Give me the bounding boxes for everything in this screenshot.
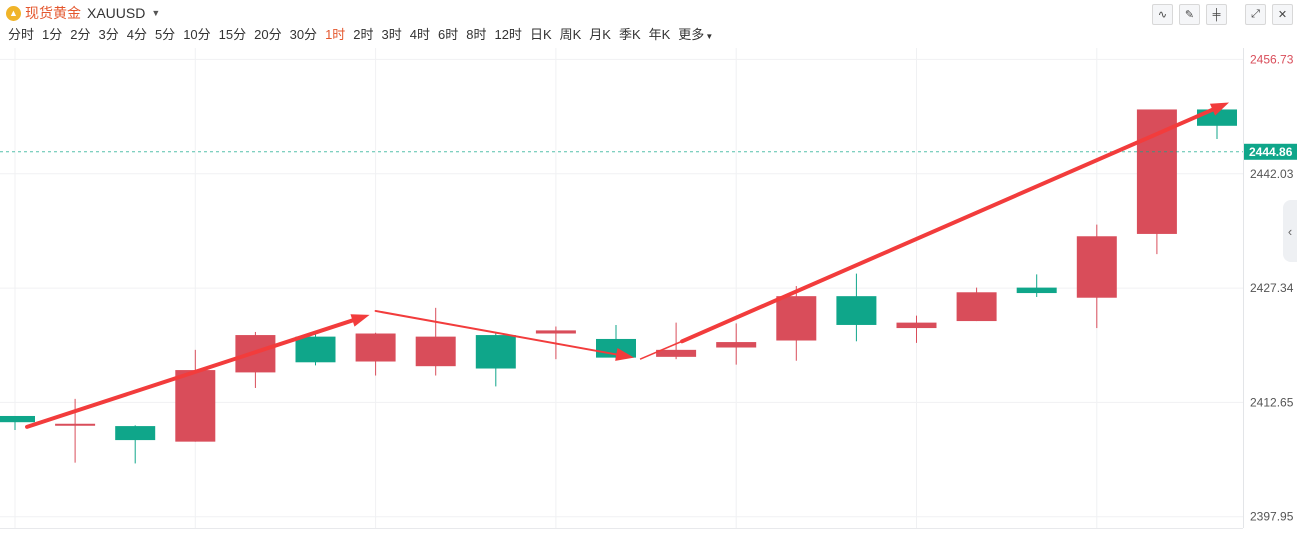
- period-tab[interactable]: 1时: [325, 27, 346, 42]
- candle-body[interactable]: [656, 349, 697, 357]
- candle-body[interactable]: [1076, 236, 1117, 298]
- candle-body[interactable]: [535, 330, 576, 334]
- trend-arrow-line[interactable]: [680, 107, 1215, 344]
- candle-body[interactable]: [55, 423, 96, 426]
- period-tab[interactable]: 3时: [381, 27, 402, 42]
- close-icon: ✕: [1277, 9, 1288, 21]
- candle-body[interactable]: [956, 292, 997, 322]
- candle-body[interactable]: [175, 370, 216, 442]
- y-tick-label: 2456.73: [1250, 52, 1294, 66]
- draw-tool-button[interactable]: ✎: [1179, 4, 1200, 25]
- period-tab[interactable]: 4时: [409, 27, 430, 42]
- candle-body[interactable]: [115, 426, 156, 441]
- y-tick-label: 2442.03: [1250, 167, 1294, 181]
- period-tab[interactable]: 季K: [618, 27, 641, 42]
- period-tab[interactable]: 1分: [42, 27, 63, 42]
- indicator-tool-button[interactable]: ∿: [1152, 4, 1173, 25]
- candle-body[interactable]: [0, 415, 35, 423]
- period-tab[interactable]: 15分: [218, 27, 247, 42]
- period-tab[interactable]: 2分: [70, 27, 91, 42]
- candle-body[interactable]: [836, 296, 877, 325]
- toolbar: ∿ ✎ ╪ ⤢ ✕: [1152, 4, 1293, 25]
- symbol-selector[interactable]: ▲ 现货黄金 XAUUSD ▼: [6, 3, 160, 23]
- candle-style-tool-button[interactable]: ╪: [1206, 4, 1227, 25]
- arrow-head: [615, 348, 635, 361]
- chevron-left-icon: ‹: [1287, 223, 1293, 239]
- period-tab[interactable]: 周K: [559, 27, 582, 42]
- period-tabs: 分时 1分 2分 3分 4分 5分 10分 15分 20分 30分 1时 2时 3时 4时 6时 8时 12时日…: [4, 26, 717, 46]
- y-tick-label: 2397.95: [1250, 510, 1294, 524]
- draw-icon: ✎: [1184, 9, 1195, 21]
- chevron-down-icon: ▼: [705, 32, 714, 41]
- gold-coin-icon: ▲: [6, 5, 21, 21]
- period-tab[interactable]: 8时: [466, 27, 487, 42]
- period-tab[interactable]: 4分: [126, 27, 147, 42]
- chart-header: ▲ 现货黄金 XAUUSD ▼ ∿ ✎ ╪ ⤢ ✕: [0, 0, 1297, 25]
- arrow-head: [1209, 102, 1230, 116]
- y-tick-label: 2427.34: [1250, 281, 1294, 295]
- indicator-icon: ∿: [1157, 9, 1168, 21]
- candle-body[interactable]: [1016, 287, 1057, 294]
- period-tab[interactable]: 年K: [648, 27, 671, 42]
- period-tab[interactable]: 30分: [289, 27, 318, 42]
- trend-line[interactable]: [639, 340, 683, 360]
- fullscreen-icon: ⤢: [1251, 8, 1260, 20]
- candle-style-icon: ╪: [1212, 8, 1221, 21]
- symbol-name: 现货黄金: [25, 5, 81, 21]
- candle-body[interactable]: [295, 336, 336, 363]
- y-tick-label: 2412.65: [1250, 395, 1294, 409]
- period-tab[interactable]: 6时: [438, 27, 459, 42]
- trend-arrow-line[interactable]: [25, 318, 355, 429]
- period-tab[interactable]: 20分: [254, 27, 282, 42]
- current-price-label: 2444.86: [1249, 145, 1293, 159]
- period-tab[interactable]: 5分: [154, 27, 176, 42]
- chevron-down-icon: ▼: [151, 8, 161, 18]
- period-tab[interactable]: 3分: [98, 27, 119, 42]
- period-tab[interactable]: 月K: [589, 27, 611, 42]
- period-tab[interactable]: 2时: [353, 27, 374, 42]
- symbol-code: XAUUSD: [87, 5, 146, 21]
- candle-body[interactable]: [355, 333, 396, 362]
- close-tool-button[interactable]: ✕: [1272, 4, 1293, 25]
- fullscreen-tool-button[interactable]: ⤢: [1245, 4, 1266, 25]
- trend-arrow-line[interactable]: [374, 309, 618, 356]
- current-price-tag: [1244, 143, 1297, 160]
- period-tab[interactable]: 分时: [8, 27, 35, 42]
- candle-body[interactable]: [475, 335, 516, 369]
- period-tab[interactable]: 10分: [183, 27, 211, 42]
- candle-body[interactable]: [415, 336, 456, 367]
- arrow-head: [350, 314, 370, 327]
- period-tab[interactable]: 12时: [494, 27, 522, 42]
- more-periods-dropdown[interactable]: 更多▼: [674, 26, 717, 46]
- more-label: 更多: [678, 27, 705, 42]
- period-tab[interactable]: 日K: [529, 27, 552, 42]
- candle-body[interactable]: [776, 296, 817, 341]
- collapse-panel-button[interactable]: ‹: [1283, 200, 1297, 262]
- candle-body[interactable]: [896, 322, 937, 329]
- candle-body[interactable]: [716, 342, 757, 348]
